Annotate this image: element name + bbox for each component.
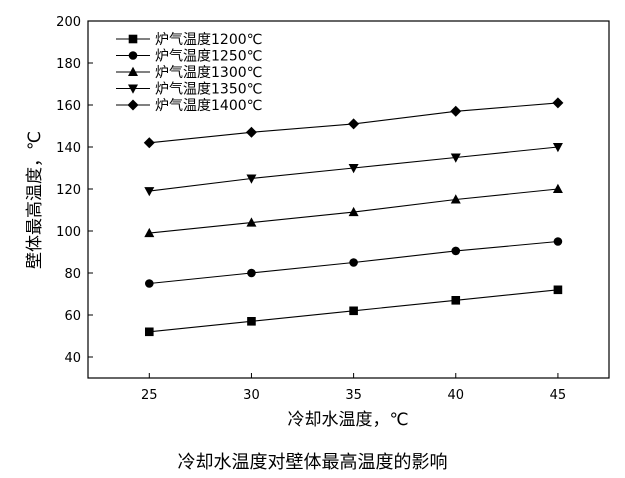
y-tick-label: 40	[64, 351, 81, 366]
x-axis-ticks: 25 30 35 40 45	[141, 373, 566, 403]
legend-label: 炉气温度1350℃	[155, 82, 262, 98]
y-tick-label: 100	[56, 225, 81, 240]
plot-frame	[87, 20, 610, 379]
legend-marker	[128, 84, 138, 94]
legend-item: 炉气温度1250℃	[116, 49, 262, 65]
data-point	[552, 143, 563, 153]
data-point	[451, 296, 461, 305]
data-point	[450, 105, 462, 117]
data-point	[143, 137, 155, 149]
data-point	[349, 258, 358, 267]
legend-marker	[128, 34, 138, 44]
data-point	[144, 187, 155, 197]
legend-label: 炉气温度1250℃	[155, 49, 262, 65]
data-point	[348, 118, 360, 130]
legend-item: 炉气温度1400℃	[116, 98, 262, 114]
data-point	[246, 217, 257, 227]
data-point	[144, 227, 155, 238]
series-group	[143, 97, 564, 337]
data-point	[247, 317, 256, 326]
line-chart: 40 60 80 100 120 140 160 180 200 25 30 35 40 45 炉气温度…	[25, 15, 610, 430]
y-tick-label: 160	[56, 99, 81, 114]
series-4	[144, 143, 563, 197]
y-tick-label: 200	[56, 15, 81, 30]
data-point	[450, 194, 461, 204]
data-point	[144, 279, 154, 288]
series-2	[144, 237, 563, 288]
x-tick-label: 35	[345, 388, 362, 403]
series-5	[143, 97, 564, 149]
x-tick-label: 30	[243, 388, 260, 403]
legend-marker	[128, 66, 138, 76]
legend-item: 炉气温度1300℃	[116, 65, 262, 81]
x-tick-label: 25	[141, 388, 158, 403]
y-tick-label: 60	[64, 309, 81, 324]
legend-marker	[128, 51, 138, 60]
data-point	[348, 206, 359, 217]
series-1	[144, 285, 563, 337]
x-tick-label: 40	[447, 388, 464, 403]
y-tick-label: 140	[56, 141, 81, 156]
figure-caption: 冷却水温度对壁体最高温度的影响	[177, 452, 448, 473]
legend: 炉气温度1200℃炉气温度1250℃炉气温度1300℃炉气温度1350℃炉气温度…	[116, 32, 262, 114]
data-point	[349, 306, 358, 316]
data-point	[450, 153, 461, 163]
data-point	[245, 126, 257, 138]
series-3	[144, 183, 563, 238]
legend-label: 炉气温度1200℃	[155, 32, 262, 48]
y-tick-label: 120	[56, 183, 81, 198]
data-point	[552, 97, 564, 109]
legend-label: 炉气温度1300℃	[155, 65, 262, 81]
y-axis-label: 壁体最高温度，℃	[25, 131, 45, 269]
legend-item: 炉气温度1350℃	[116, 82, 262, 98]
y-axis-ticks: 40 60 80 100 120 140 160 180 200	[56, 15, 93, 366]
legend-item: 炉气温度1200℃	[116, 32, 262, 48]
y-tick-label: 80	[64, 267, 81, 282]
data-point	[552, 183, 563, 193]
data-point	[247, 268, 256, 278]
data-point	[451, 246, 461, 256]
data-point	[553, 285, 563, 295]
y-tick-label: 180	[56, 57, 81, 72]
legend-label: 炉气温度1400℃	[155, 98, 262, 114]
data-point	[246, 174, 257, 184]
data-point	[144, 327, 154, 337]
x-tick-label: 45	[550, 388, 567, 403]
legend-marker	[127, 99, 139, 111]
data-point	[553, 237, 563, 246]
x-axis-label: 冷却水温度，℃	[287, 410, 408, 430]
data-point	[348, 164, 359, 174]
